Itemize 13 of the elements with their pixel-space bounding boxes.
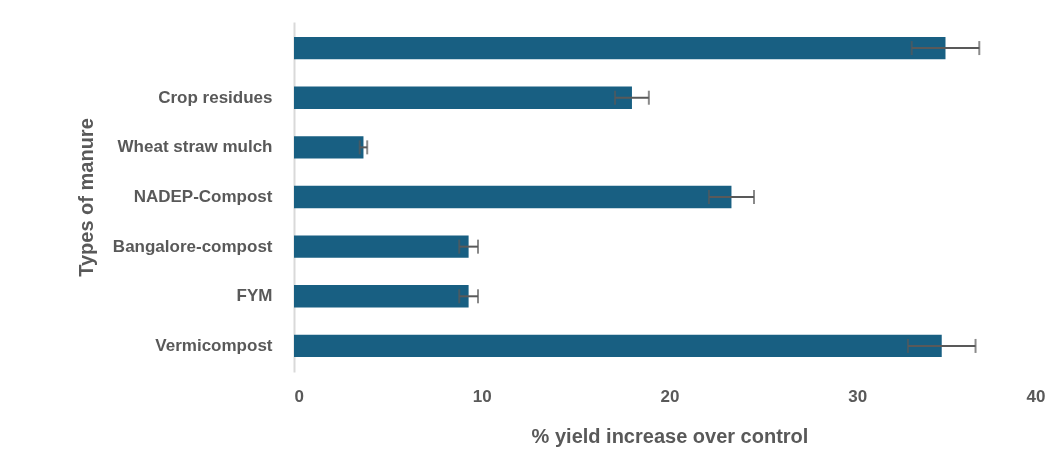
x-tick-label: 0 [294,386,304,406]
x-axis-title: % yield increase over control [531,424,809,447]
x-tick-label: 20 [660,386,680,406]
x-tick-label: 40 [1026,386,1046,406]
y-tick-label: Wheat straw mulch [117,137,273,157]
y-axis-title: Types of manure [74,118,97,277]
y-tick-label: Vermicompost [155,335,273,355]
y-tick-label: Crop residues [158,87,273,107]
x-tick-label: 10 [472,386,492,406]
x-tick-label: 30 [848,386,868,406]
y-tick-label: NADEP-Compost [133,187,273,206]
y-tick-label: FYM [236,286,273,306]
y-tick-label: Bangalore-compost [112,236,273,256]
